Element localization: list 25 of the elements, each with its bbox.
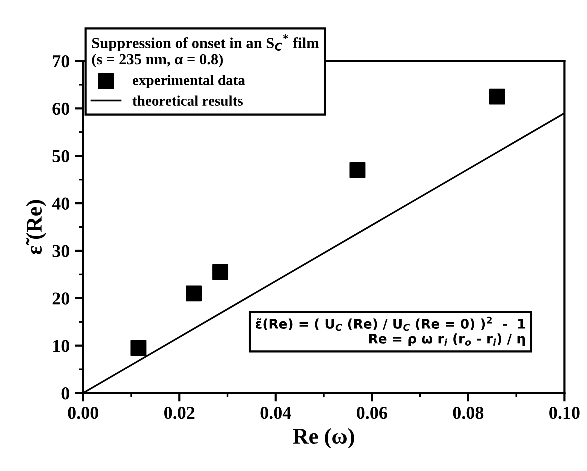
point [350, 162, 366, 178]
x-tick-label: 0.10 [550, 407, 580, 420]
x-tick-label: 0.02 [164, 407, 195, 420]
y-tick-label: 50 [52, 150, 70, 163]
y-tick-label: 20 [52, 292, 70, 305]
x-tick-label: 0.04 [260, 407, 292, 420]
text: Suppression of onset in an S$_{C}$$^{*}$ film (s = 235 nm, α = 0.8) [92, 34, 320, 68]
y-axis-title: ε̃ (Re) [26, 200, 47, 255]
y-tick-label: 60 [52, 102, 70, 116]
x-tick-label: 0.00 [68, 407, 98, 420]
y-tick-label: 30 [52, 245, 70, 258]
point [212, 264, 229, 280]
legend-label: theoretical results [132, 96, 243, 106]
y-tick-label: 40 [52, 198, 70, 210]
y-tick-label: 10 [54, 340, 70, 352]
x-tick-label: 0.08 [453, 407, 484, 420]
x-axis-title: Re (ω) [293, 428, 354, 449]
y-tick-label: 70 [53, 55, 70, 68]
text: ε̃(Re) = ( U$_{C}$ (Re) / U$_{C}$ (Re = 0) )$^{2}$ - 1 Re = ρ ω r$_{i}$ (r$_{o}$ - r$_{i}$) / η [256, 316, 526, 346]
y-tick-label: 0 [62, 388, 70, 400]
x-tick-label: 0.06 [357, 407, 388, 420]
legend-label: experimental data [133, 75, 246, 88]
point [130, 340, 147, 356]
point [186, 286, 202, 302]
point [489, 88, 506, 105]
